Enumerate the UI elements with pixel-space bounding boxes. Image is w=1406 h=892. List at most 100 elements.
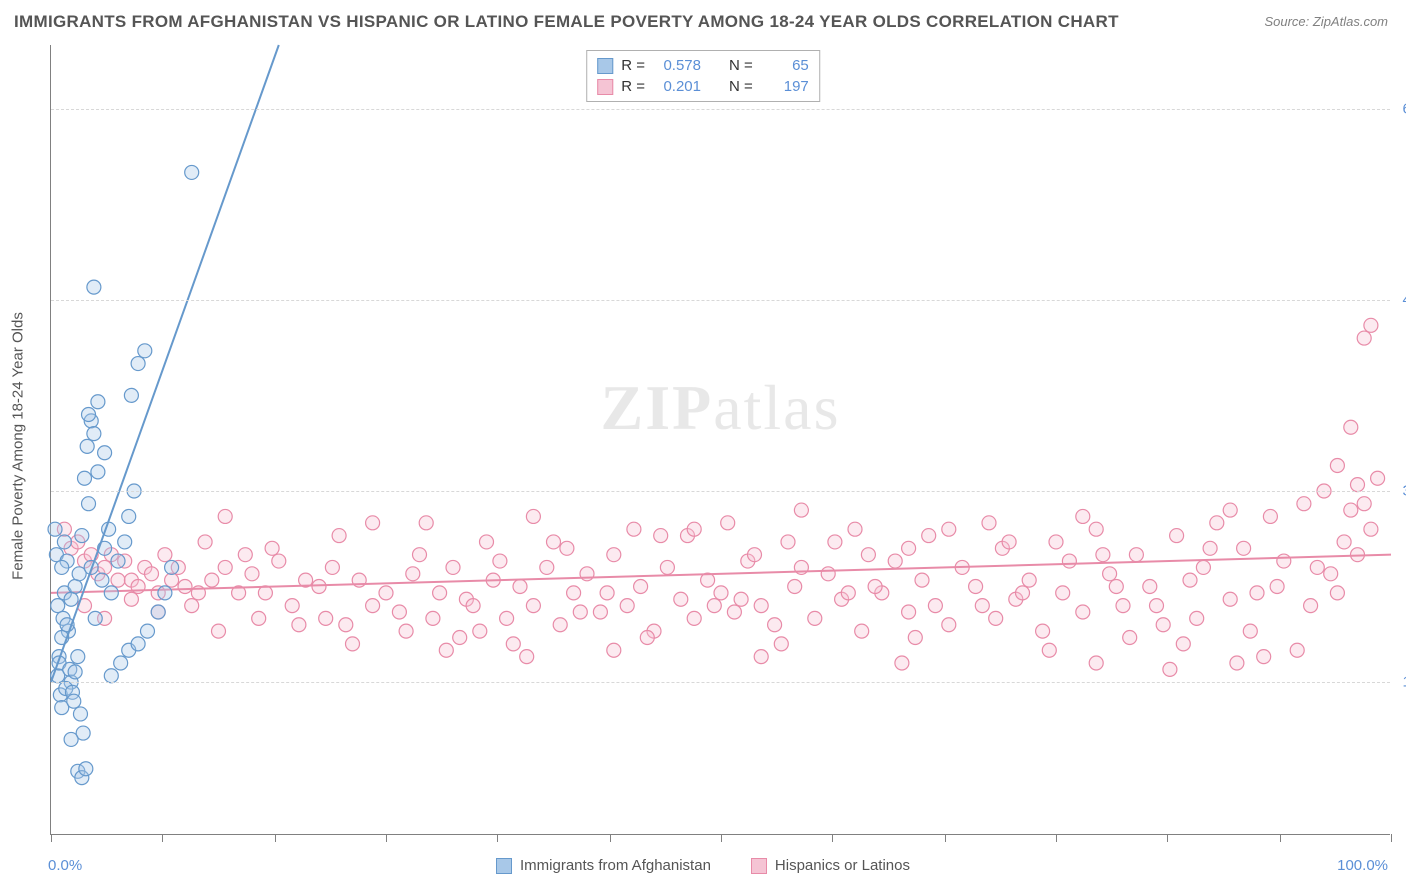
data-point bbox=[1223, 592, 1237, 606]
grid-line bbox=[51, 109, 1390, 110]
data-point bbox=[285, 599, 299, 613]
data-point bbox=[902, 605, 916, 619]
data-point bbox=[406, 567, 420, 581]
data-point bbox=[640, 631, 654, 645]
data-point bbox=[734, 592, 748, 606]
data-point bbox=[513, 580, 527, 594]
correlation-chart: IMMIGRANTS FROM AFGHANISTAN VS HISPANIC … bbox=[0, 0, 1406, 892]
grid-line bbox=[51, 491, 1390, 492]
data-point bbox=[607, 548, 621, 562]
data-point bbox=[346, 637, 360, 651]
data-point bbox=[131, 357, 145, 371]
data-point bbox=[75, 529, 89, 543]
data-point bbox=[1257, 650, 1271, 664]
data-point bbox=[573, 605, 587, 619]
data-point bbox=[607, 643, 621, 657]
data-point bbox=[185, 165, 199, 179]
data-point bbox=[654, 529, 668, 543]
data-point bbox=[64, 592, 78, 606]
data-point bbox=[1243, 624, 1257, 638]
data-point bbox=[1042, 643, 1056, 657]
legend-series-label: Hispanics or Latinos bbox=[775, 857, 910, 874]
data-point bbox=[258, 586, 272, 600]
data-point bbox=[104, 586, 118, 600]
data-point bbox=[78, 471, 92, 485]
data-point bbox=[560, 541, 574, 555]
n-value: 65 bbox=[761, 57, 809, 74]
data-point bbox=[895, 656, 909, 670]
data-point bbox=[1123, 631, 1137, 645]
data-point bbox=[1076, 605, 1090, 619]
data-point bbox=[493, 554, 507, 568]
data-point bbox=[721, 516, 735, 530]
data-point bbox=[727, 605, 741, 619]
data-point bbox=[325, 560, 339, 574]
r-label: R = bbox=[621, 57, 645, 74]
data-point bbox=[1002, 535, 1016, 549]
legend-swatch bbox=[597, 58, 613, 74]
data-point bbox=[547, 535, 561, 549]
data-point bbox=[768, 618, 782, 632]
data-point bbox=[68, 580, 82, 594]
data-point bbox=[319, 611, 333, 625]
data-point bbox=[205, 573, 219, 587]
data-point bbox=[392, 605, 406, 619]
legend-series-item: Immigrants from Afghanistan bbox=[496, 857, 711, 874]
data-point bbox=[55, 560, 69, 574]
data-point bbox=[1371, 471, 1385, 485]
data-point bbox=[1016, 586, 1030, 600]
data-point bbox=[1277, 554, 1291, 568]
data-point bbox=[73, 707, 87, 721]
data-point bbox=[1270, 580, 1284, 594]
data-point bbox=[1223, 503, 1237, 517]
data-point bbox=[466, 599, 480, 613]
data-point bbox=[111, 573, 125, 587]
data-point bbox=[366, 516, 380, 530]
data-point bbox=[1022, 573, 1036, 587]
data-point bbox=[312, 580, 326, 594]
data-point bbox=[942, 522, 956, 536]
data-point bbox=[1330, 458, 1344, 472]
data-point bbox=[124, 388, 138, 402]
data-point bbox=[774, 637, 788, 651]
data-point bbox=[674, 592, 688, 606]
data-point bbox=[1163, 662, 1177, 676]
data-point bbox=[687, 611, 701, 625]
data-point bbox=[620, 599, 634, 613]
source-attribution: Source: ZipAtlas.com bbox=[1264, 14, 1388, 29]
x-tick bbox=[51, 834, 52, 842]
y-tick-label: 15.0% bbox=[1402, 674, 1406, 691]
data-point bbox=[1143, 580, 1157, 594]
r-value: 0.201 bbox=[653, 78, 701, 95]
data-point bbox=[1076, 509, 1090, 523]
data-point bbox=[71, 650, 85, 664]
data-point bbox=[1176, 637, 1190, 651]
data-point bbox=[794, 503, 808, 517]
x-tick bbox=[1167, 834, 1168, 842]
data-point bbox=[1237, 541, 1251, 555]
data-point bbox=[989, 611, 1003, 625]
data-point bbox=[198, 535, 212, 549]
data-point bbox=[754, 650, 768, 664]
legend-series-item: Hispanics or Latinos bbox=[751, 857, 910, 874]
data-point bbox=[922, 529, 936, 543]
data-point bbox=[80, 439, 94, 453]
data-point bbox=[627, 522, 641, 536]
data-point bbox=[118, 535, 132, 549]
y-tick-label: 60.0% bbox=[1402, 100, 1406, 117]
data-point bbox=[1089, 656, 1103, 670]
x-tick bbox=[1280, 834, 1281, 842]
data-point bbox=[57, 535, 71, 549]
x-tick bbox=[721, 834, 722, 842]
data-point bbox=[942, 618, 956, 632]
data-point bbox=[707, 599, 721, 613]
data-point bbox=[1116, 599, 1130, 613]
data-point bbox=[64, 732, 78, 746]
data-point bbox=[1364, 522, 1378, 536]
legend-stat-row: R =0.578N =65 bbox=[597, 55, 809, 76]
data-point bbox=[1183, 573, 1197, 587]
data-point bbox=[91, 395, 105, 409]
data-point bbox=[808, 611, 822, 625]
data-point bbox=[124, 592, 138, 606]
data-point bbox=[526, 509, 540, 523]
